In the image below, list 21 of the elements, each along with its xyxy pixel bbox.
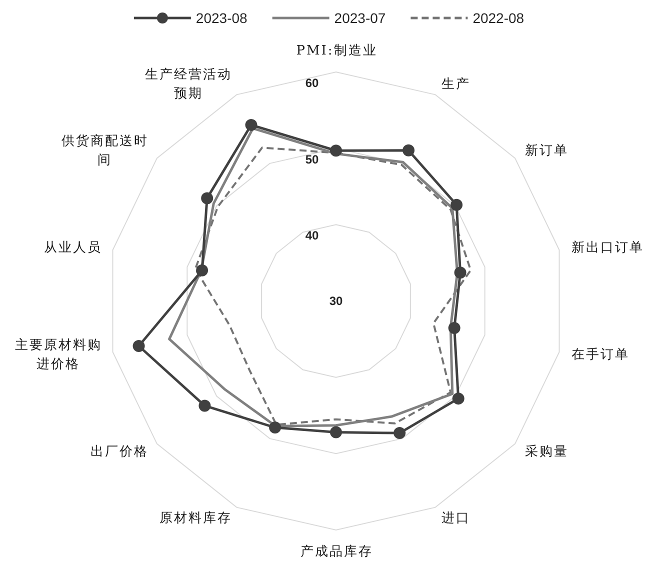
spoke-label: 进口 — [441, 510, 470, 526]
spoke-label: 从业人员 — [44, 240, 102, 255]
spoke-label: 供货商配送时间 — [61, 134, 148, 168]
spoke-label: 采购量 — [525, 444, 569, 459]
legend-label: 2023-08 — [196, 10, 248, 26]
spoke-label: 原材料库存 — [160, 510, 232, 526]
spoke-label: 新出口订单 — [572, 240, 644, 255]
legend-label: 2022-08 — [472, 10, 524, 26]
spoke-label: 新订单 — [525, 143, 569, 158]
spoke-label: 生产 — [441, 76, 470, 92]
y-tick-label: 30 — [329, 294, 343, 308]
y-tick-label: 50 — [305, 152, 319, 166]
spoke-label: 生产经营活动预期 — [145, 66, 232, 101]
y-tick-label: 60 — [305, 76, 319, 90]
spoke-label: 在手订单 — [572, 347, 630, 362]
spoke-label: 出厂价格 — [90, 444, 148, 459]
spoke-label: 主要原材料购进价格 — [14, 336, 102, 372]
spoke-label: 产成品库存 — [300, 544, 373, 559]
spoke-label: PMI:制造业 — [296, 43, 378, 58]
y-tick-label: 40 — [305, 228, 319, 243]
legend-label: 2023-07 — [334, 10, 386, 26]
